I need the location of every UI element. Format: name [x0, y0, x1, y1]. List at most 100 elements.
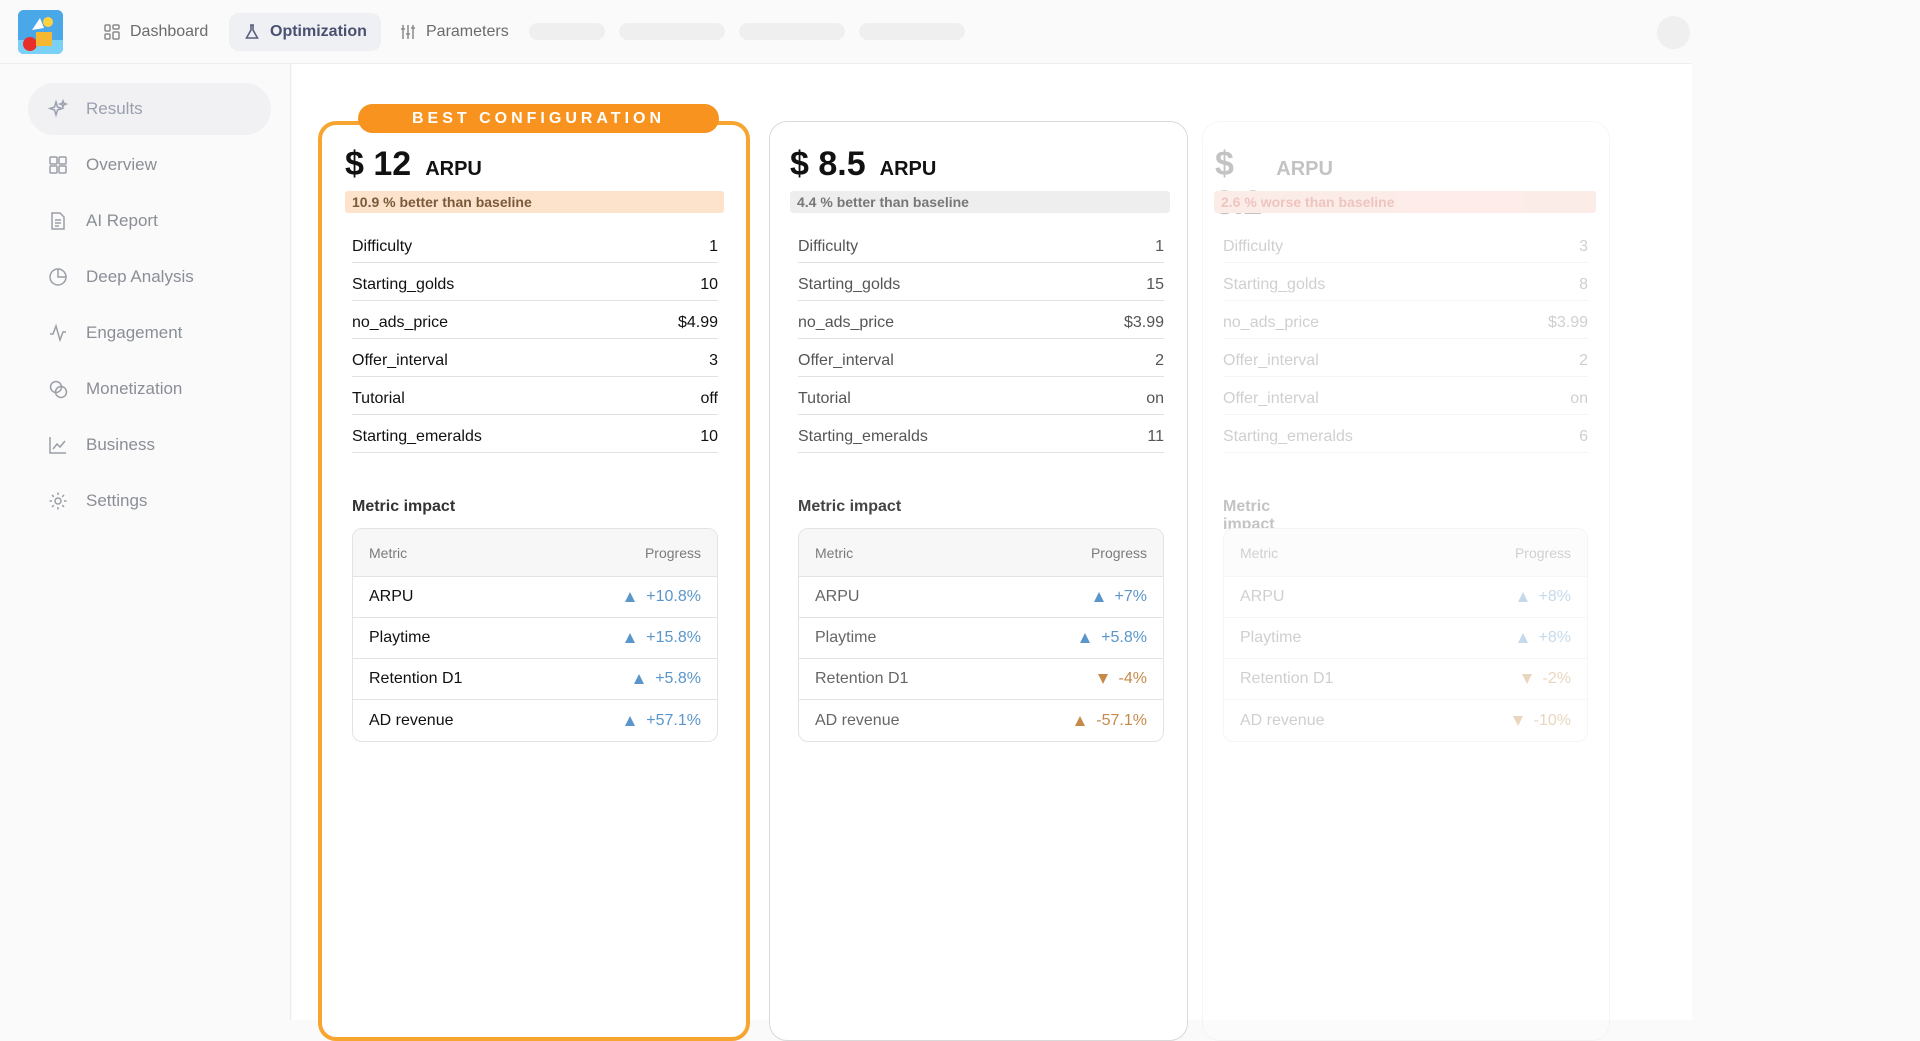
metric-progress: +8%	[1517, 629, 1571, 647]
metric-value: -10%	[1533, 711, 1571, 729]
app-logo[interactable]	[18, 10, 63, 54]
param-row: Starting_golds 15	[798, 263, 1164, 301]
sidebar-item-label: AI Report	[86, 211, 158, 230]
param-value: on	[1146, 390, 1164, 407]
metric-progress: +10.8%	[624, 588, 701, 606]
column-header-metric: Metric	[1240, 544, 1279, 561]
column-header-metric: Metric	[369, 544, 408, 561]
triangle-up-icon	[625, 715, 636, 726]
column-header-progress: Progress	[1090, 544, 1147, 561]
param-name: no_ads_price	[798, 314, 895, 331]
sidebar-item-label: Deep Analysis	[86, 267, 194, 286]
sidebar: Results Overview AI Report Deep Analysis…	[0, 64, 291, 1020]
flask-icon	[245, 24, 259, 39]
table-header: Metric Progress	[353, 529, 717, 577]
sidebar-item-results[interactable]: Results	[28, 83, 271, 135]
top-navigation: Dashboard Optimization Parameters	[0, 0, 1692, 64]
avatar[interactable]	[1657, 16, 1690, 49]
metric-value: -2%	[1542, 670, 1571, 687]
metric-name: AD revenue	[1240, 711, 1325, 729]
param-name: Offer_interval	[352, 352, 448, 369]
param-value: 15	[1146, 276, 1164, 293]
metric-name: Playtime	[369, 629, 431, 646]
param-value: 2	[1579, 352, 1588, 369]
nav-placeholder	[739, 23, 845, 40]
triangle-down-icon	[1512, 715, 1523, 726]
sidebar-item-label: Business	[86, 435, 155, 454]
param-name: Starting_golds	[352, 276, 455, 293]
price-value: $ 12	[345, 145, 412, 183]
parameters-list: Difficulty 1 Starting_golds 10 no_ads_pric…	[352, 225, 718, 453]
price-unit: ARPU	[425, 158, 482, 180]
nav-parameters[interactable]: Parameters	[385, 13, 523, 51]
nav-dashboard[interactable]: Dashboard	[89, 13, 222, 51]
param-row: Offer_interval 3	[352, 339, 718, 377]
nav-placeholder	[529, 23, 605, 40]
sidebar-item-overview[interactable]: Overview	[28, 139, 271, 191]
best-configuration-badge: BEST CONFIGURATION	[358, 104, 719, 133]
param-value: 1	[709, 238, 718, 255]
param-row: no_ads_price $3.99	[1223, 301, 1588, 339]
metric-value: +8%	[1538, 629, 1571, 646]
metric-value: +57.1%	[646, 711, 701, 729]
price-unit: ARPU	[1276, 158, 1333, 180]
table-row: AD revenue -57.1%	[799, 700, 1163, 741]
param-name: Starting_golds	[1223, 276, 1326, 293]
sidebar-item-engagement[interactable]: Engagement	[28, 307, 271, 359]
param-name: Starting_emeralds	[798, 428, 928, 445]
table-row: Retention D1 -2%	[1224, 659, 1587, 700]
column-header-progress: Progress	[1514, 544, 1571, 561]
param-row: Tutorial off	[352, 377, 718, 415]
sliders-icon	[401, 25, 415, 39]
nav-parameters-label: Parameters	[426, 23, 509, 40]
gear-icon	[49, 492, 67, 510]
param-name: no_ads_price	[1223, 314, 1320, 331]
param-row: Difficulty 1	[798, 225, 1164, 263]
nav-placeholder	[859, 23, 965, 40]
table-row: AD revenue -10%	[1224, 700, 1587, 741]
metric-impact-table: Metric Progress ARPU +7% Playtime +5.8% Ret…	[798, 528, 1164, 742]
sidebar-item-ai-report[interactable]: AI Report	[28, 195, 271, 247]
sidebar-item-label: Overview	[86, 155, 157, 174]
parameters-list: Difficulty 1 Starting_golds 15 no_ads_pric…	[798, 225, 1164, 453]
coins-icon	[49, 380, 68, 399]
config-card-faded[interactable]	[1202, 121, 1610, 1041]
nav-optimization[interactable]: Optimization	[229, 13, 381, 51]
triangle-up-icon	[625, 633, 636, 643]
sidebar-item-deep-analysis[interactable]: Deep Analysis	[28, 251, 271, 303]
param-row: Offer_interval 2	[1223, 339, 1588, 377]
metric-impact-table: Metric Progress ARPU +8% Playtime +8% Reten…	[1223, 528, 1588, 742]
baseline-delta: 4.4 % better than baseline	[790, 191, 1170, 213]
triangle-up-icon	[1080, 633, 1091, 643]
table-row: ARPU +8%	[1224, 577, 1587, 618]
triangle-up-icon	[1093, 592, 1104, 602]
param-name: Difficulty	[1223, 238, 1284, 255]
sidebar-item-monetization[interactable]: Monetization	[28, 363, 271, 415]
table-row: Playtime +5.8%	[799, 618, 1163, 659]
param-name: Difficulty	[352, 238, 413, 255]
parameters-list: Difficulty 3 Starting_golds 8 no_ads_price…	[1223, 225, 1588, 453]
triangle-up-icon	[1075, 715, 1086, 726]
param-value: 3	[1579, 238, 1588, 255]
param-value: 10	[700, 428, 718, 445]
metric-name: ARPU	[815, 588, 860, 605]
metric-value: -4%	[1118, 670, 1147, 687]
metric-impact-table: Metric Progress ARPU +10.8% Playtime +15.8%…	[352, 528, 718, 742]
column-header-metric: Metric	[815, 544, 854, 561]
metric-name: Playtime	[1240, 629, 1302, 646]
param-value: 10	[700, 276, 718, 293]
nav-placeholder	[619, 23, 725, 40]
table-row: Retention D1 -4%	[799, 659, 1163, 700]
metric-progress: -10%	[1512, 712, 1571, 730]
param-value: $3.99	[1123, 314, 1164, 331]
metric-value: +15.8%	[646, 629, 701, 646]
sidebar-item-settings[interactable]: Settings	[28, 475, 271, 527]
metric-progress: +15.8%	[624, 629, 701, 647]
sidebar-item-business[interactable]: Business	[28, 419, 271, 471]
param-row: Difficulty 3	[1223, 225, 1588, 263]
param-name: Offer_interval	[1223, 390, 1319, 407]
metric-value: +7%	[1114, 588, 1147, 605]
param-name: Tutorial	[352, 390, 405, 407]
param-row: Offer_interval on	[1223, 377, 1588, 415]
price-value: $ 3.2	[1215, 145, 1262, 222]
